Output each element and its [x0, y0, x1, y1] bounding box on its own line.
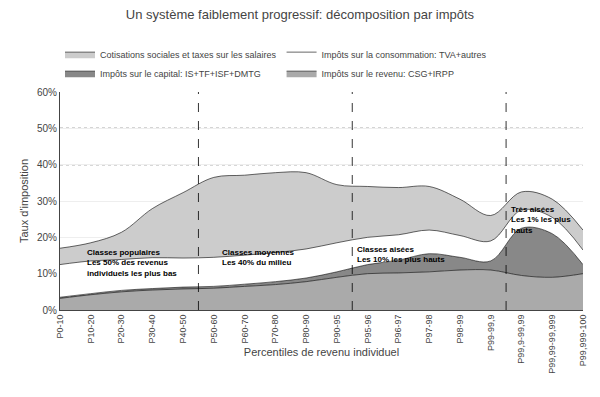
- svg-text:P10-20: P10-20: [86, 315, 96, 344]
- svg-text:Classes moyennesLes 40% du mil: Classes moyennesLes 40% du milieu: [222, 248, 295, 267]
- svg-text:0%: 0%: [43, 305, 58, 316]
- svg-text:Impôts sur la consommation: TV: Impôts sur la consommation: TVA+autres: [322, 50, 487, 60]
- svg-text:P20-30: P20-30: [116, 315, 126, 344]
- svg-text:P96-97: P96-97: [393, 315, 403, 344]
- svg-text:P99-99,9: P99-99,9: [486, 315, 496, 352]
- svg-text:P80-90: P80-90: [301, 315, 311, 344]
- svg-text:P0-10: P0-10: [55, 315, 65, 339]
- svg-text:P30-40: P30-40: [147, 315, 157, 344]
- svg-text:Percentiles de revenu individu: Percentiles de revenu individuel: [244, 346, 399, 358]
- svg-text:P99,99-99,999: P99,99-99,999: [547, 315, 557, 374]
- svg-text:P90-95: P90-95: [332, 315, 342, 344]
- svg-text:50%: 50%: [37, 123, 57, 134]
- svg-text:10%: 10%: [37, 268, 57, 279]
- svg-text:30%: 30%: [37, 196, 57, 207]
- svg-text:40%: 40%: [37, 159, 57, 170]
- svg-text:P99,999-100: P99,999-100: [578, 315, 588, 367]
- svg-text:P50-60: P50-60: [209, 315, 219, 344]
- svg-text:P95-96: P95-96: [363, 315, 373, 344]
- svg-text:Classes aiséesLes 10% les plus: Classes aiséesLes 10% les plus hauts: [357, 245, 445, 264]
- svg-text:P99,9-99,99: P99,9-99,99: [516, 315, 526, 364]
- svg-text:Impôts sur le revenu: CSG+IRPP: Impôts sur le revenu: CSG+IRPP: [322, 69, 454, 79]
- svg-text:Très aiséesLes 1% les plushaut: Très aiséesLes 1% les plushauts: [511, 205, 571, 235]
- svg-text:Cotisations sociales et taxes: Cotisations sociales et taxes sur les sa…: [100, 50, 277, 60]
- svg-text:P97-98: P97-98: [424, 315, 434, 344]
- svg-text:Classes populairesLes 50% des: Classes populairesLes 50% des revenusind…: [87, 248, 177, 278]
- svg-text:P40-50: P40-50: [178, 315, 188, 344]
- svg-text:20%: 20%: [37, 232, 57, 243]
- svg-text:P70-80: P70-80: [270, 315, 280, 344]
- svg-text:P60-70: P60-70: [240, 315, 250, 344]
- svg-text:Impôts sur le capital: IS+TF+I: Impôts sur le capital: IS+TF+ISF+DMTG: [100, 69, 261, 79]
- svg-text:60%: 60%: [37, 87, 57, 98]
- svg-text:Un système faiblement progress: Un système faiblement progressif: décomp…: [126, 7, 475, 22]
- svg-text:Taux d'imposition: Taux d'imposition: [18, 159, 30, 243]
- svg-text:P98-99: P98-99: [455, 315, 465, 344]
